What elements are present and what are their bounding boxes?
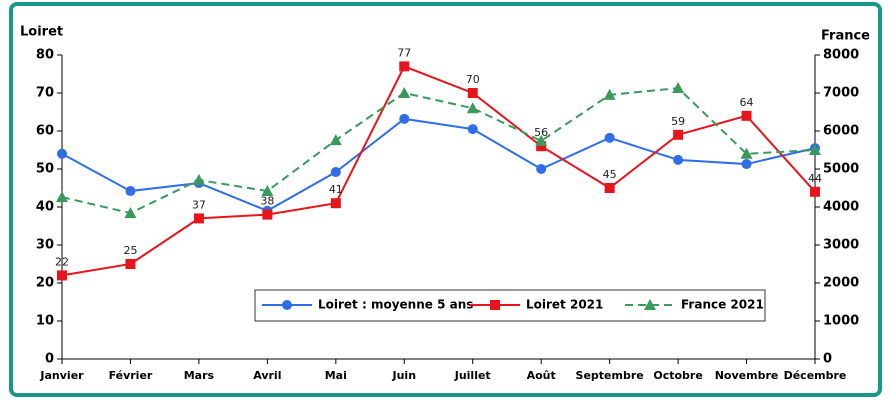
point: [604, 132, 615, 143]
x-tick-label: Juin: [392, 369, 417, 382]
legend-label: Loiret : moyenne 5 ans: [318, 298, 473, 312]
point: [604, 183, 615, 193]
x-tick-label: Septembre: [576, 369, 644, 382]
x-tick-label: Janvier: [39, 369, 84, 382]
point: [330, 167, 341, 178]
data-label: 38: [260, 195, 274, 208]
point: [467, 124, 478, 135]
point: [261, 185, 274, 197]
point: [330, 198, 341, 209]
point: [329, 134, 342, 146]
data-label: 56: [534, 126, 548, 139]
x-tick-label: Octobre: [653, 369, 702, 382]
point: [740, 147, 753, 159]
data-label: 44: [808, 172, 822, 185]
data-label: 37: [192, 198, 206, 211]
y2-tick-label: 7000: [823, 86, 859, 101]
point: [741, 159, 752, 170]
point: [399, 113, 410, 124]
data-label: 41: [329, 183, 343, 196]
y-tick-label: 60: [36, 124, 54, 139]
x-tick-label: Mars: [184, 369, 215, 382]
point: [466, 102, 479, 114]
point: [192, 174, 205, 186]
point: [672, 82, 685, 94]
data-label: 64: [740, 96, 754, 109]
point: [673, 154, 684, 165]
point: [467, 88, 478, 98]
point: [809, 144, 821, 155]
point: [56, 191, 68, 203]
point: [603, 88, 616, 100]
point: [810, 186, 820, 197]
series-line: [61, 117, 816, 212]
x-tick-label: Août: [527, 369, 556, 382]
y2-tick-label: 6000: [823, 124, 859, 139]
point: [398, 87, 411, 98]
y-tick-label: 40: [36, 200, 54, 215]
data-label: 22: [55, 255, 69, 268]
y2-tick-label: 3000: [823, 238, 859, 253]
legend-label: Loiret 2021: [526, 298, 603, 312]
frame: [9, 2, 882, 397]
y2-axis-label: France: [821, 29, 870, 44]
x-tick-label: Février: [109, 369, 153, 382]
x-tick-label: Mai: [325, 369, 347, 382]
legend-label: France 2021: [681, 298, 764, 312]
point: [57, 148, 67, 159]
y-tick-label: 30: [36, 238, 54, 253]
point: [124, 207, 137, 219]
legend-marker: [644, 299, 656, 310]
data-label: 59: [671, 115, 685, 128]
x-tick-label: Avril: [253, 369, 281, 382]
y-tick-label: 50: [36, 162, 54, 177]
legend-marker: [282, 300, 292, 310]
y-axis-label: Loiret: [20, 25, 63, 40]
y-tick-label: 20: [36, 276, 54, 291]
x-tick-label: Juillet: [454, 369, 491, 382]
point: [262, 209, 273, 220]
series-line: [61, 65, 816, 277]
y-tick-label: 70: [36, 86, 54, 101]
data-label: 25: [123, 244, 137, 257]
x-tick-label: Novembre: [715, 369, 779, 382]
data-label: 45: [603, 168, 617, 181]
y-tick-label: 80: [36, 48, 54, 63]
point: [673, 129, 684, 140]
y2-tick-label: 1000: [823, 314, 859, 329]
point: [125, 259, 136, 269]
point: [535, 134, 548, 146]
point: [399, 61, 410, 72]
y2-tick-label: 0: [823, 352, 832, 367]
point: [536, 164, 547, 174]
point: [125, 186, 136, 197]
point: [57, 270, 67, 281]
y2-tick-label: 8000: [823, 48, 859, 63]
point: [536, 141, 547, 152]
y2-tick-label: 2000: [823, 276, 859, 291]
y2-tick-label: 4000: [823, 200, 859, 215]
data-label: 77: [397, 46, 411, 59]
point: [193, 213, 204, 224]
series-line: [61, 87, 816, 215]
y2-tick-label: 5000: [823, 162, 859, 177]
point: [741, 110, 752, 121]
y-tick-label: 10: [36, 314, 54, 329]
legend-marker: [490, 300, 500, 310]
data-label: 70: [466, 73, 480, 86]
y-tick-label: 0: [45, 352, 54, 367]
x-tick-label: Décembre: [784, 369, 847, 382]
